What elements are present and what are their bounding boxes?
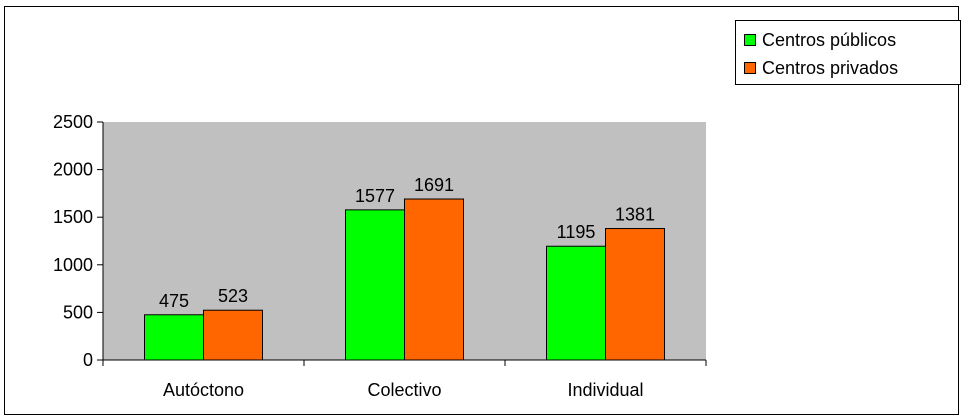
y-tick-label: 500 <box>63 302 93 322</box>
x-tick-label: Individual <box>567 380 643 400</box>
bar-publicos-2 <box>546 245 606 361</box>
data-label: 475 <box>159 291 189 311</box>
legend-label-publicos: Centros públicos <box>762 29 897 50</box>
bar-privados-0 <box>203 309 263 361</box>
y-tick-label: 2500 <box>53 112 93 132</box>
y-tick-label: 1500 <box>53 207 93 227</box>
data-label: 1381 <box>615 205 655 225</box>
bar-publicos-1 <box>345 209 405 361</box>
bar-publicos-0 <box>144 314 204 361</box>
legend-swatch-privados <box>744 62 756 74</box>
data-label: 1577 <box>355 186 395 206</box>
legend-item-privados: Centros privados <box>744 56 898 80</box>
legend-swatch-publicos <box>744 34 756 46</box>
data-label: 523 <box>218 286 248 306</box>
data-label: 1691 <box>414 175 454 195</box>
bar-privados-1 <box>404 198 464 361</box>
y-tick-label: 1000 <box>53 255 93 275</box>
y-tick-label: 0 <box>83 350 93 370</box>
data-label: 1195 <box>557 222 596 242</box>
x-tick-label: Autóctono <box>163 380 244 400</box>
x-tick-label: Colectivo <box>367 380 441 400</box>
legend-label-privados: Centros privados <box>762 57 899 78</box>
legend-item-publicos: Centros públicos <box>744 28 896 52</box>
y-tick-label: 2000 <box>53 160 93 180</box>
bar-privados-2 <box>605 228 665 361</box>
legend: Centros públicos Centros privados <box>735 20 961 85</box>
